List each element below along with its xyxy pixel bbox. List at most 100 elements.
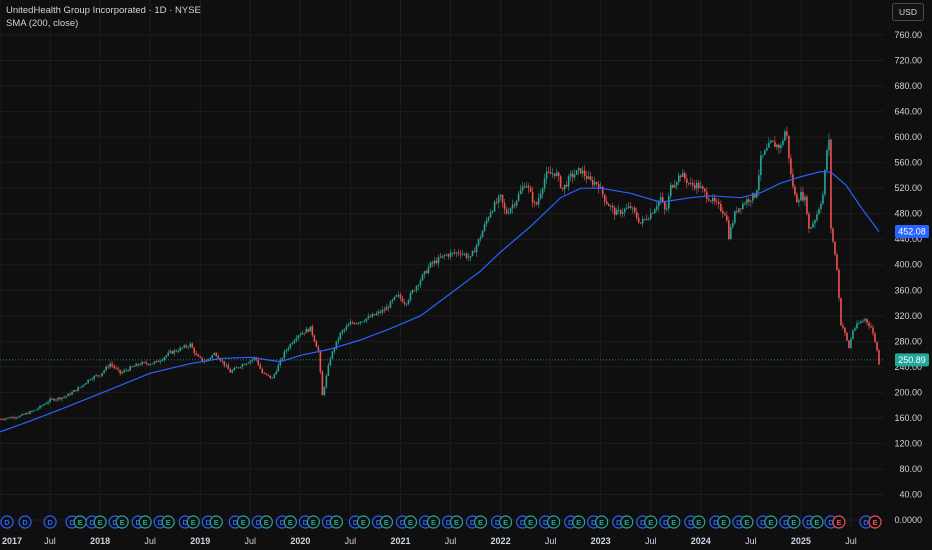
- event-badge-earnings_up[interactable]: E: [186, 515, 200, 529]
- event-badge-earnings_up[interactable]: E: [379, 515, 394, 529]
- candle-body: [261, 368, 264, 374]
- event-badge-earnings_up[interactable]: E: [403, 515, 418, 529]
- candle-body: [872, 327, 874, 334]
- event-badge-letter: D: [713, 518, 719, 527]
- candle-body: [818, 209, 820, 215]
- event-badge-letter: D: [736, 518, 742, 527]
- event-badge-dividend[interactable]: D: [43, 515, 57, 529]
- event-badge-earnings_up[interactable]: E: [717, 515, 731, 529]
- event-badge-earnings_up[interactable]: E: [620, 515, 634, 529]
- event-badge-earnings_up[interactable]: E: [306, 515, 320, 529]
- event-badge-letter: E: [143, 518, 148, 527]
- price-tick-label: 200.00: [894, 387, 922, 397]
- candle-body: [808, 213, 810, 229]
- symbol-title[interactable]: UnitedHealth Group Incorporated · 1D · N…: [6, 5, 201, 16]
- event-badge-dividend[interactable]: D: [0, 515, 14, 529]
- event-badge-earnings_up[interactable]: E: [787, 515, 801, 529]
- candle-body: [339, 332, 342, 340]
- candle-body: [367, 316, 370, 319]
- event-badge-earnings_up[interactable]: E: [644, 515, 658, 529]
- candle-body: [533, 202, 536, 204]
- candle-body: [7, 417, 9, 419]
- candle-body: [263, 373, 266, 375]
- candle-body: [87, 379, 89, 384]
- candle-body: [19, 415, 21, 418]
- event-badge-earnings_up[interactable]: E: [547, 515, 561, 529]
- candle-body: [617, 210, 620, 211]
- event-badge-earnings_up[interactable]: E: [209, 515, 223, 529]
- event-badge-earnings_up[interactable]: E: [161, 515, 175, 529]
- event-badge-letter: D: [326, 518, 332, 527]
- event-badge-earnings_down[interactable]: E: [868, 515, 882, 529]
- candle-body: [165, 355, 167, 358]
- candle-body: [710, 200, 712, 202]
- event-badge-earnings_up[interactable]: E: [426, 515, 441, 529]
- candle-body: [677, 175, 680, 183]
- event-badge-earnings_up[interactable]: E: [810, 515, 824, 529]
- event-badge-letter: D: [423, 518, 429, 527]
- event-badge-ring: [473, 515, 488, 529]
- candle-body: [740, 208, 742, 210]
- candle-body: [469, 255, 472, 258]
- candle-body: [55, 399, 57, 401]
- candle-body: [191, 343, 194, 348]
- time-axis[interactable]: 2017 Jul 2018 Jul 2019 Jul 2020 Jul 2021 Jul 2022 J…: [2, 536, 857, 546]
- event-badge-earnings_up[interactable]: E: [473, 515, 488, 529]
- candle-body: [193, 347, 196, 354]
- candle-body: [814, 220, 816, 224]
- event-badge-earnings_up[interactable]: E: [93, 515, 107, 529]
- last-price-label: 250.89: [898, 355, 926, 365]
- candle-body: [187, 346, 190, 348]
- event-badge-earnings_up[interactable]: E: [764, 515, 778, 529]
- candle-body: [750, 200, 752, 202]
- candle-body: [868, 322, 870, 327]
- candle-body: [325, 375, 328, 388]
- event-badge-ring: [426, 515, 441, 529]
- candle-body: [559, 176, 562, 188]
- event-badge-ring: [832, 515, 846, 529]
- candle-body: [237, 367, 240, 369]
- price-labels: 452.08 250.89: [895, 225, 929, 367]
- event-badge-earnings_up[interactable]: E: [73, 515, 87, 529]
- event-badge-earnings_up[interactable]: E: [115, 515, 129, 529]
- event-badge-earnings_up[interactable]: E: [692, 515, 706, 529]
- price-tick-label: 80.00: [899, 464, 922, 474]
- indicator-label[interactable]: SMA (200, close): [6, 18, 79, 29]
- event-badge-earnings_up[interactable]: E: [572, 515, 586, 529]
- candle-body: [569, 173, 572, 177]
- candle-body: [734, 211, 736, 224]
- event-badge-dividend[interactable]: D: [18, 515, 32, 529]
- event-badge-earnings_up[interactable]: E: [449, 515, 464, 529]
- candle-body: [481, 230, 484, 238]
- candle-body: [473, 251, 476, 253]
- event-badge-earnings_up[interactable]: E: [329, 515, 343, 529]
- event-badge-earnings_up[interactable]: E: [498, 515, 513, 529]
- candle-body: [770, 140, 772, 143]
- event-badge-earnings_up[interactable]: E: [259, 515, 273, 529]
- candle-body: [615, 210, 618, 216]
- candle-body: [804, 196, 806, 201]
- event-badge-earnings_down[interactable]: E: [832, 515, 846, 529]
- time-tick-label: 2023: [591, 536, 611, 546]
- candle-body: [509, 208, 512, 213]
- event-badge-earnings_up[interactable]: E: [667, 515, 681, 529]
- event-badge-earnings_up[interactable]: E: [740, 515, 754, 529]
- candle-body: [571, 173, 574, 178]
- event-badge-earnings_up[interactable]: E: [236, 515, 250, 529]
- price-axis[interactable]: 760.00 720.00 680.00 640.00 600.00 560.00 520.…: [894, 30, 922, 525]
- event-badge-letter: D: [280, 518, 286, 527]
- candle-body: [631, 207, 634, 209]
- currency-button[interactable]: USD: [892, 3, 924, 21]
- event-badge-earnings_up[interactable]: E: [138, 515, 152, 529]
- candle-body: [589, 176, 592, 180]
- event-badge-letter: E: [551, 518, 556, 527]
- candle-body: [143, 362, 145, 363]
- event-badge-earnings_up[interactable]: E: [595, 515, 609, 529]
- candle-body: [471, 251, 474, 256]
- event-badge-earnings_up[interactable]: E: [283, 515, 297, 529]
- candle-body: [722, 211, 724, 214]
- event-badge-ring: [259, 515, 273, 529]
- event-badge-earnings_up[interactable]: E: [356, 515, 371, 529]
- event-badge-earnings_up[interactable]: E: [524, 515, 538, 529]
